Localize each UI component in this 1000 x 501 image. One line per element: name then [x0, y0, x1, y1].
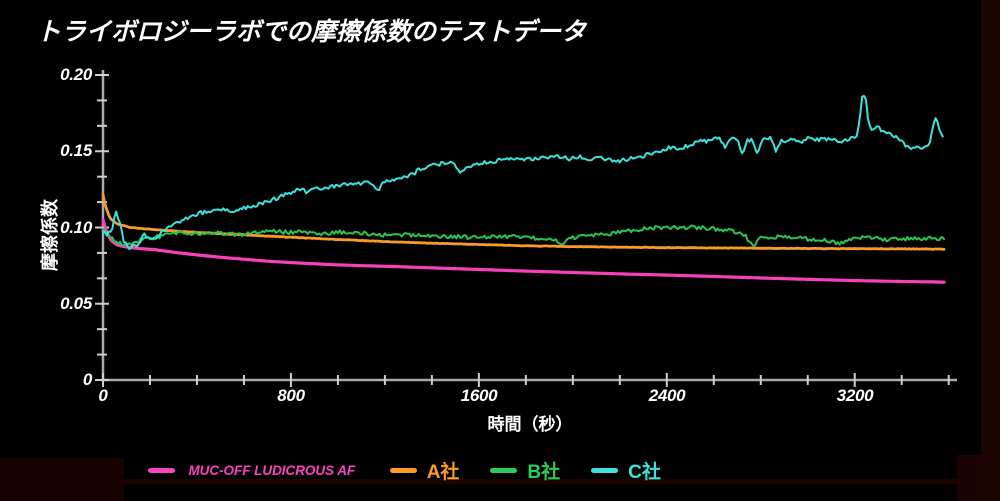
series-line-muc-off — [101, 218, 946, 284]
chart-title: トライボロジーラボでの摩擦係数のテストデータ — [36, 18, 587, 46]
legend-item-label: A社 — [426, 461, 460, 483]
legend: MUC-OFF LUDICROUS AF A社 B社 C社 — [148, 456, 661, 484]
y-tick-label: 0.10 — [60, 218, 92, 237]
x-tick-label: 800 — [277, 386, 305, 405]
x-tick-label: 0 — [98, 386, 108, 405]
screen-edge-artifact-bottom-left — [0, 458, 124, 501]
screen-edge-artifact-right — [981, 0, 1000, 501]
y-tick-label: 0.15 — [60, 141, 92, 160]
y-tick-label: 0 — [82, 370, 92, 389]
series-line-company-c — [102, 95, 944, 251]
x-tick-label: 3200 — [836, 386, 874, 405]
screen-edge-artifact-bottom-line — [0, 479, 1000, 484]
legend-item-label: MUC-OFF LUDICROUS AF — [188, 462, 356, 478]
legend-item-label: C社 — [628, 461, 661, 483]
legend-item: MUC-OFF LUDICROUS AF — [148, 462, 359, 478]
legend-item-label: B社 — [527, 461, 561, 483]
legend-item: A社 — [389, 457, 460, 484]
legend-swatch-company-a — [389, 467, 417, 473]
x-tick-label: 2400 — [648, 386, 686, 405]
legend-swatch-company-b — [490, 467, 518, 473]
y-tick-label: 0.20 — [60, 65, 92, 84]
legend-swatch-company-c — [591, 467, 619, 473]
x-tick-label: 1600 — [460, 386, 498, 405]
y-tick-label: 0.05 — [60, 294, 92, 313]
legend-item: B社 — [490, 457, 560, 484]
legend-swatch-muc-off — [148, 467, 175, 473]
x-axis-title: 時間（秒） — [487, 415, 573, 434]
series-line-company-b — [102, 224, 945, 247]
legend-item: C社 — [591, 457, 661, 484]
